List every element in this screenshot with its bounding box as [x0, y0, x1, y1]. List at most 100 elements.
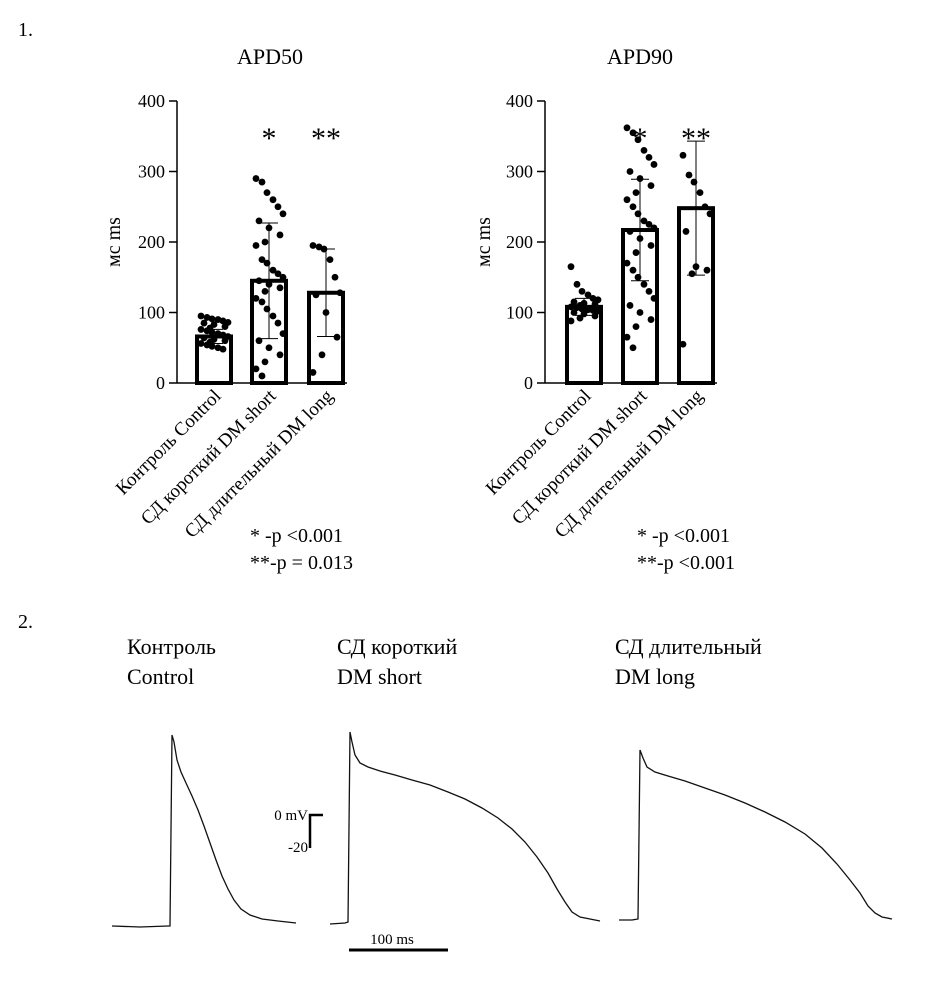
data-point-apd90-0-14: [589, 306, 597, 314]
panel-label-2: 2.: [18, 611, 33, 633]
y-tick-label-apd90-4: 400: [506, 91, 533, 111]
data-point-apd50-2-0: [309, 242, 317, 249]
data-point-apd90-1-24: [645, 287, 653, 295]
y-tick-label-apd90-1: 100: [506, 303, 533, 323]
trace-title-dm-long-line2: DM long: [615, 664, 696, 689]
data-point-apd90-0-3: [584, 291, 592, 299]
data-point-apd90-2-3: [696, 189, 704, 197]
trace-title-dm-short-line1: СД короткий: [337, 634, 458, 659]
data-point-apd50-0-12: [208, 328, 216, 336]
footnote-apd90-1: * -p <0.001: [637, 525, 730, 547]
data-point-apd90-1-2: [634, 136, 642, 144]
data-point-apd90-0-17: [580, 310, 588, 318]
data-point-apd50-1-31: [258, 372, 266, 380]
data-point-apd50-1-30: [252, 365, 260, 373]
data-point-apd50-0-6: [200, 319, 208, 327]
data-point-apd50-1-27: [265, 344, 273, 352]
data-point-apd50-1-4: [274, 203, 282, 211]
data-point-apd50-2-9: [318, 351, 326, 359]
data-point-apd90-2-0: [679, 151, 687, 159]
significance-apd50-2: **: [311, 122, 341, 155]
trace-title-dm-short: СД короткий DM short: [337, 632, 457, 692]
data-point-apd50-1-19: [261, 287, 269, 295]
data-point-apd90-2-10: [679, 340, 687, 348]
data-point-apd90-1-15: [650, 224, 658, 232]
y-tick-label-apd50-0: 0: [156, 373, 165, 393]
data-point-apd50-1-16: [255, 277, 263, 285]
chart-title-apd50: APD50: [237, 44, 303, 69]
trace-dm-short: [329, 731, 601, 925]
data-point-apd90-1-23: [640, 280, 648, 288]
y-tick-label-apd50-4: 400: [138, 91, 165, 111]
data-point-apd50-1-26: [255, 337, 263, 345]
data-point-apd90-0-1: [573, 280, 581, 288]
data-point-apd90-2-9: [688, 270, 696, 278]
data-point-apd90-0-10: [567, 303, 575, 311]
data-point-apd90-0-15: [594, 307, 602, 315]
data-point-apd50-1-7: [265, 224, 273, 232]
data-point-apd90-2-8: [703, 266, 711, 274]
data-point-apd50-0-16: [200, 334, 208, 342]
x-tick-label-apd90-0: Контроль Control: [482, 386, 596, 500]
data-point-apd50-0-22: [208, 342, 216, 350]
data-point-apd50-2-3: [326, 256, 334, 264]
data-point-apd50-1-14: [274, 270, 282, 278]
data-point-apd90-1-20: [623, 259, 631, 267]
trace-title-control-line2: Control: [127, 664, 195, 689]
data-point-apd90-1-29: [632, 323, 640, 330]
panel-label-1: 1.: [18, 19, 33, 41]
data-point-apd50-1-12: [263, 259, 271, 267]
trace-dm-long: [619, 749, 893, 921]
data-point-apd90-2-7: [692, 263, 700, 271]
y-tick-label-apd90-3: 300: [506, 162, 533, 182]
y-tick-label-apd90-2: 200: [506, 232, 533, 252]
y-tick-label-apd50-3: 300: [138, 162, 165, 182]
data-point-apd50-1-24: [274, 319, 282, 327]
data-point-apd50-1-9: [261, 238, 269, 246]
data-point-apd90-1-1: [629, 129, 637, 137]
data-point-apd90-0-20: [567, 317, 575, 325]
y-tick-label-apd50-1: 100: [138, 303, 165, 323]
chart-title-apd90: APD90: [607, 44, 673, 69]
data-point-apd90-1-13: [640, 217, 648, 225]
data-point-apd90-1-21: [629, 266, 637, 274]
trace-title-dm-long-line1: СД длительный: [615, 634, 762, 659]
data-point-apd50-1-18: [276, 284, 284, 292]
data-point-apd90-1-8: [647, 182, 655, 190]
voltage-scale-top-label: 0 mV: [274, 808, 308, 824]
y-tick-label-apd90-0: 0: [524, 373, 533, 393]
scale-bars: 0 mV -20 100 ms: [274, 808, 448, 952]
data-point-apd50-2-6: [312, 291, 320, 299]
data-point-apd50-1-2: [263, 189, 271, 197]
data-point-apd90-1-0: [623, 124, 631, 132]
data-point-apd90-1-6: [626, 168, 634, 175]
data-point-apd50-2-5: [336, 289, 344, 297]
data-point-apd50-1-15: [279, 273, 287, 281]
footnote-apd50-1: * -p <0.001: [250, 525, 343, 547]
data-point-apd50-1-11: [258, 256, 266, 264]
chart-apd90: APD90 мс ms 0 100 200 300 400 Контроль Control *…: [473, 44, 717, 542]
data-point-apd50-1-6: [255, 217, 263, 225]
data-point-apd90-0-6: [570, 298, 578, 306]
trace-control: [111, 734, 297, 928]
data-point-apd50-0-24: [219, 345, 227, 353]
data-point-apd50-1-5: [279, 210, 287, 218]
data-point-apd90-1-11: [629, 203, 637, 211]
trace-title-dm-long: СД длительный DM long: [615, 632, 762, 692]
data-point-apd50-2-4: [331, 273, 339, 281]
data-point-apd50-2-10: [309, 369, 317, 376]
data-point-apd50-1-13: [269, 266, 277, 274]
y-axis-label-apd50: мс ms: [103, 217, 125, 267]
footnote-apd90-2: **-p <0.001: [637, 552, 735, 574]
data-point-apd50-1-3: [269, 196, 277, 204]
data-point-apd90-0-13: [584, 306, 592, 314]
data-point-apd90-0-0: [567, 263, 575, 271]
data-point-apd50-1-20: [252, 295, 260, 302]
trace-title-control-line1: Контроль: [127, 634, 216, 659]
data-point-apd90-0-16: [570, 309, 578, 316]
data-point-apd50-0-0: [197, 312, 205, 320]
data-point-apd90-1-31: [629, 344, 637, 352]
data-point-apd90-1-12: [634, 210, 642, 218]
data-point-apd50-1-0: [252, 175, 260, 182]
